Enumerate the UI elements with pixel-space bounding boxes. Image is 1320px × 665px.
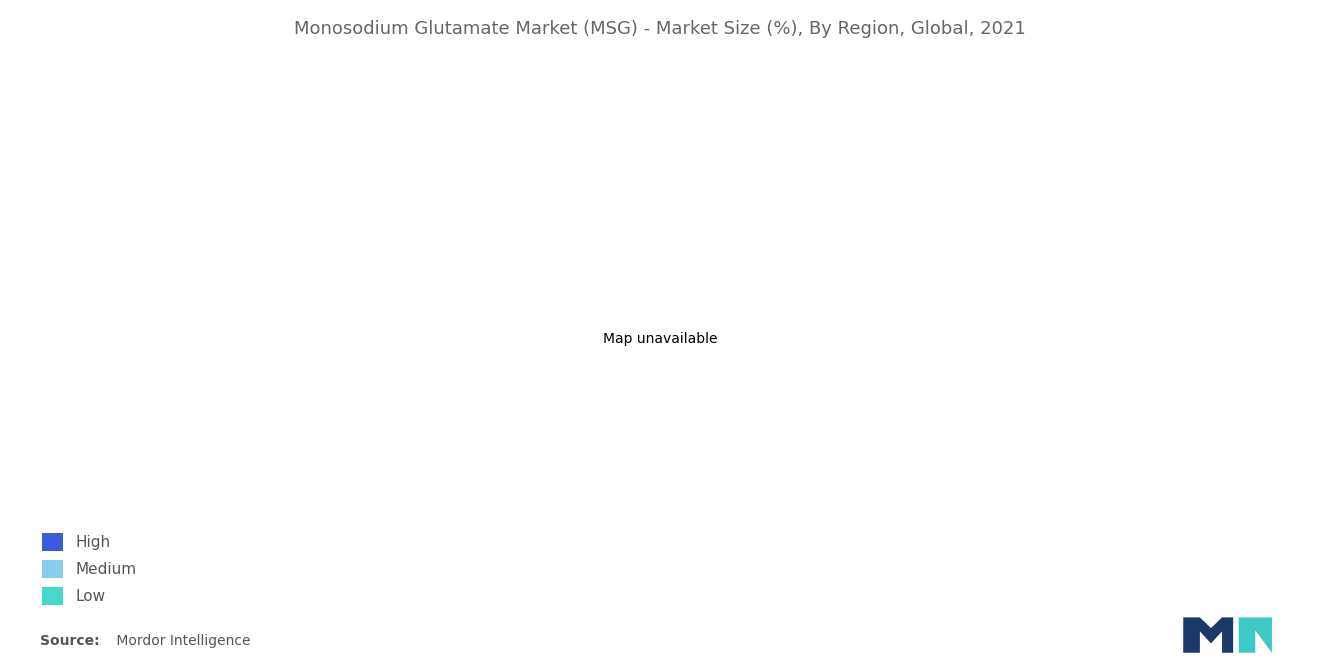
Text: Mordor Intelligence: Mordor Intelligence xyxy=(112,634,251,648)
Text: Source:: Source: xyxy=(40,634,99,648)
Polygon shape xyxy=(1238,617,1272,653)
Text: Map unavailable: Map unavailable xyxy=(603,332,717,346)
Text: Monosodium Glutamate Market (MSG) - Market Size (%), By Region, Global, 2021: Monosodium Glutamate Market (MSG) - Mark… xyxy=(294,20,1026,38)
Legend: High, Medium, Low: High, Medium, Low xyxy=(34,526,144,612)
Polygon shape xyxy=(1183,617,1233,653)
